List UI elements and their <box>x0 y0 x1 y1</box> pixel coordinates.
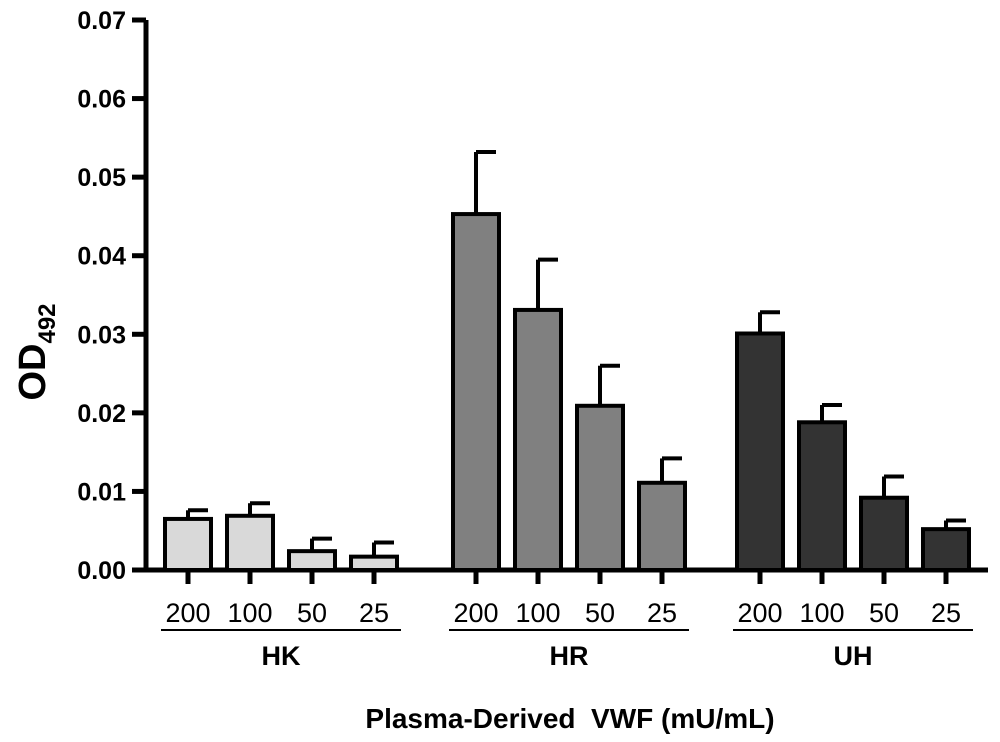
bar-HK-50 <box>287 549 337 573</box>
x-tick-label-HR-100: 100 <box>515 598 560 628</box>
x-tick-label-UH-200: 200 <box>737 598 782 628</box>
bar-HR-25 <box>637 480 687 572</box>
y-tick-label-2: 0.02 <box>77 400 126 428</box>
x-axis-label: Plasma-Derived VWF (mU/mL) <box>365 703 774 734</box>
bar-UH-25 <box>921 527 971 573</box>
y-tick-label-3: 0.03 <box>77 321 126 349</box>
x-tick-label-HR-50: 50 <box>585 598 615 628</box>
x-tick-label-HK-25: 25 <box>359 598 389 628</box>
bar-HK-100 <box>225 513 275 572</box>
y-tick-label-5: 0.05 <box>77 164 126 192</box>
labels: Plasma-Derived VWF (mU/mL) OD492 <box>12 303 775 734</box>
y-tick-label-1: 0.01 <box>77 478 126 506</box>
bar-HR-50 <box>575 403 625 572</box>
x-tick-label-HR-200: 200 <box>453 598 498 628</box>
x-tick-label-HR-25: 25 <box>647 598 677 628</box>
bar-UH-50 <box>859 495 909 573</box>
y-tick-label-7: 0.07 <box>77 7 126 35</box>
x-axis: 200 100 50 25 HK 200 100 50 25 HR 200 100 50 25 UH <box>144 567 988 671</box>
group-label-UH: UH <box>834 641 873 671</box>
bar-UH-200 <box>735 331 785 572</box>
bar-HR-100 <box>513 307 563 572</box>
group-label-HK: HK <box>262 641 301 671</box>
y-axis: 0.00 0.01 0.02 0.03 0.04 0.05 0.06 0.07 <box>77 7 149 585</box>
x-tick-label-HK-100: 100 <box>227 598 272 628</box>
group-label-HR: HR <box>550 641 589 671</box>
y-axis-label-main: OD <box>12 344 54 401</box>
x-tick-label-UH-25: 25 <box>931 598 961 628</box>
bars <box>163 150 971 573</box>
bar-HR-200 <box>451 212 501 572</box>
y-tick-label-6: 0.06 <box>77 86 126 114</box>
bar-UH-100 <box>797 420 847 572</box>
x-tick-label-UH-50: 50 <box>869 598 899 628</box>
y-axis-label-subscript: 492 <box>34 303 61 343</box>
x-tick-label-HK-50: 50 <box>297 598 327 628</box>
x-tick-label-HK-200: 200 <box>165 598 210 628</box>
y-tick-label-4: 0.04 <box>77 243 126 271</box>
bar-HK-200 <box>163 516 213 573</box>
x-tick-label-UH-100: 100 <box>799 598 844 628</box>
y-tick-label-0: 0.00 <box>77 557 126 585</box>
bar-HK-25 <box>349 554 399 573</box>
y-axis-label: OD492 <box>12 303 61 400</box>
